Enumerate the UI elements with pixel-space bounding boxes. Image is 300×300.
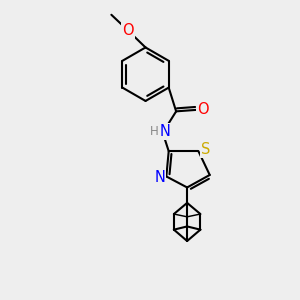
Text: H: H xyxy=(150,125,159,138)
Text: O: O xyxy=(197,102,209,117)
Text: O: O xyxy=(122,23,134,38)
Text: N: N xyxy=(160,124,171,139)
Text: N: N xyxy=(154,169,165,184)
Text: S: S xyxy=(201,142,210,157)
